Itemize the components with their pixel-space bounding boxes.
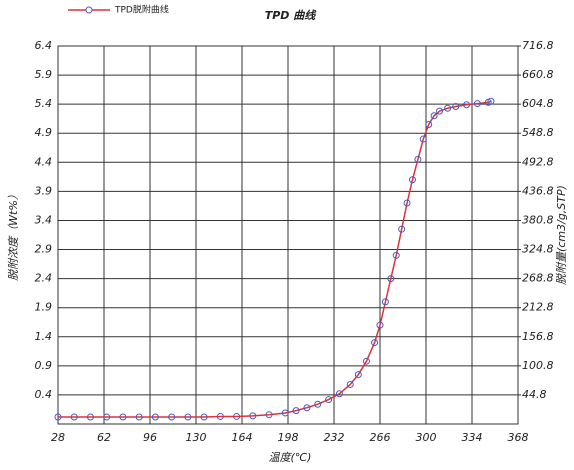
y2-tick-label: 604.8: [522, 97, 554, 110]
y-tick-label: 1.9: [35, 301, 53, 314]
data-point: [452, 102, 460, 110]
data-point: [473, 100, 481, 108]
data-point: [487, 97, 495, 105]
data-point: [54, 413, 62, 421]
x-tick-label: 164: [232, 431, 253, 444]
x-tick-label: 300: [416, 431, 437, 444]
data-point: [346, 380, 354, 388]
y-tick-label: 6.4: [35, 39, 53, 52]
y-tick-label: 3.4: [35, 213, 53, 226]
y-tick-label: 2.9: [35, 243, 53, 256]
data-point: [303, 404, 311, 412]
y-tick-label: 2.4: [35, 272, 53, 285]
data-point: [354, 371, 362, 379]
data-point: [419, 135, 427, 143]
y2-tick-label: 268.8: [522, 272, 554, 285]
data-point: [425, 121, 433, 129]
data-point: [381, 298, 389, 306]
y2-tick-label: 44.8: [522, 388, 547, 401]
x-axis-title: 温度(℃): [269, 451, 312, 464]
y2-tick-label: 716.8: [522, 39, 554, 52]
data-point: [184, 413, 192, 421]
data-point: [281, 409, 289, 417]
data-point: [119, 413, 127, 421]
x-tick-label: 232: [324, 431, 345, 444]
x-tick-label: 266: [370, 431, 391, 444]
x-tick-label: 198: [278, 431, 299, 444]
y-tick-label: 4.9: [35, 126, 53, 139]
data-point: [387, 275, 395, 283]
data-point: [200, 413, 208, 421]
data-point: [216, 412, 224, 420]
x-tick-label: 130: [186, 431, 207, 444]
y2-tick-label: 100.8: [522, 359, 554, 372]
data-point: [408, 176, 416, 184]
legend-label: TPD脱附曲线: [114, 4, 169, 16]
data-point: [376, 321, 384, 329]
data-point: [135, 413, 143, 421]
data-point: [335, 390, 343, 398]
y2-axis-title: 脱附量(cm3/g,STP): [555, 185, 568, 285]
y-tick-label: 0.9: [35, 359, 53, 372]
data-point: [151, 413, 159, 421]
y-tick-label: 0.4: [35, 388, 53, 401]
x-tick-label: 28: [51, 431, 65, 444]
data-point: [414, 155, 422, 163]
data-point: [292, 407, 300, 415]
data-point: [463, 101, 471, 109]
data-point: [168, 413, 176, 421]
data-point: [371, 339, 379, 347]
data-point: [249, 412, 257, 420]
y2-tick-label: 212.8: [522, 301, 554, 314]
x-tick-label: 334: [462, 431, 483, 444]
data-point: [86, 413, 94, 421]
data-point: [430, 112, 438, 120]
y2-tick-label: 660.8: [522, 68, 554, 81]
data-point: [362, 357, 370, 365]
x-tick-label: 368: [508, 431, 529, 444]
y2-tick-label: 324.8: [522, 243, 554, 256]
data-point: [103, 413, 111, 421]
y-tick-label: 5.4: [35, 97, 53, 110]
data-point: [265, 411, 273, 419]
data-point: [436, 107, 444, 115]
x-tick-label: 96: [143, 431, 157, 444]
y-tick-label: 5.9: [35, 68, 53, 81]
data-point: [403, 199, 411, 207]
data-point: [314, 400, 322, 408]
x-tick-label: 62: [97, 431, 111, 444]
y-axis-title: 脱附浓度（Wt%）: [7, 189, 20, 281]
y2-tick-label: 380.8: [522, 213, 554, 226]
data-point: [325, 396, 333, 404]
y2-tick-label: 156.8: [522, 330, 554, 343]
data-point: [70, 413, 78, 421]
y-tick-label: 3.9: [35, 184, 53, 197]
y-tick-label: 1.4: [35, 330, 53, 343]
y2-tick-label: 548.8: [522, 126, 554, 139]
chart-title: TPD 曲线: [265, 9, 318, 22]
data-point: [392, 251, 400, 259]
legend-marker: [85, 6, 93, 14]
data-point: [444, 104, 452, 112]
y-tick-label: 4.4: [35, 155, 53, 168]
y2-tick-label: 492.8: [522, 155, 554, 168]
data-point: [233, 412, 241, 420]
y2-tick-label: 436.8: [522, 184, 554, 197]
data-point: [398, 225, 406, 233]
